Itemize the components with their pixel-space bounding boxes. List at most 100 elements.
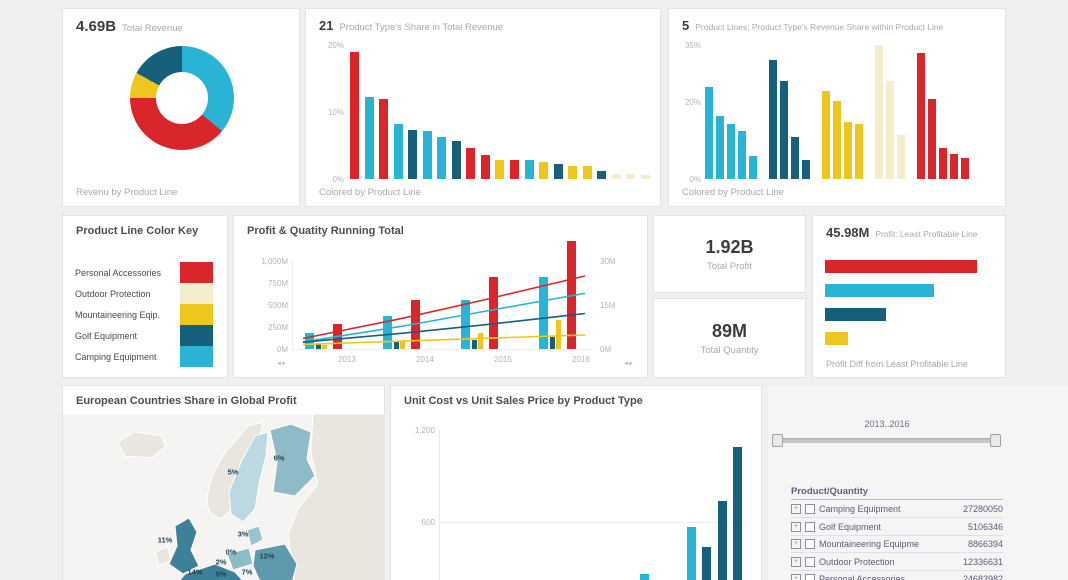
bar[interactable] xyxy=(640,574,649,580)
bar[interactable] xyxy=(928,98,936,179)
legend-item[interactable]: Outdoor Protection xyxy=(75,283,213,304)
country-iceland[interactable] xyxy=(117,431,167,459)
bar[interactable] xyxy=(716,115,724,179)
country-ireland[interactable] xyxy=(154,545,172,567)
bar[interactable] xyxy=(510,159,520,179)
row-checkbox[interactable] xyxy=(805,521,815,532)
bar[interactable] xyxy=(582,166,592,179)
bar[interactable] xyxy=(524,159,534,179)
bar[interactable] xyxy=(461,299,470,349)
bar[interactable] xyxy=(738,131,746,179)
bar[interactable] xyxy=(451,141,461,179)
expand-icon[interactable]: + xyxy=(791,521,801,532)
bar[interactable] xyxy=(422,130,432,179)
trend-line[interactable] xyxy=(302,334,586,346)
slider-handle-left[interactable] xyxy=(772,434,783,447)
table-row[interactable]: + Outdoor Protection 12336631 xyxy=(791,554,1003,571)
bar[interactable] xyxy=(553,163,563,179)
bar[interactable] xyxy=(550,336,555,349)
bar[interactable] xyxy=(437,136,447,179)
bar[interactable] xyxy=(316,343,321,349)
bar[interactable] xyxy=(597,170,607,179)
trend-line[interactable] xyxy=(302,292,586,343)
type-share-bar-chart[interactable] xyxy=(350,45,650,179)
bar[interactable] xyxy=(780,81,788,179)
table-row[interactable]: + Personal Accessories 24683982 xyxy=(791,571,1003,580)
slider-handle-right[interactable] xyxy=(990,434,1001,447)
bar[interactable] xyxy=(686,527,696,580)
bar[interactable] xyxy=(705,87,713,179)
bar[interactable] xyxy=(844,121,852,179)
expand-icon[interactable]: + xyxy=(791,539,801,549)
bar[interactable] xyxy=(611,173,621,179)
expand-icon[interactable]: + xyxy=(791,504,801,514)
axis-expand-icon[interactable]: ◄► xyxy=(276,361,287,367)
bar[interactable] xyxy=(727,123,735,179)
bar[interactable] xyxy=(480,154,490,179)
bar[interactable] xyxy=(364,97,374,179)
bar[interactable] xyxy=(400,341,405,349)
expand-icon[interactable]: + xyxy=(791,556,801,567)
row-checkbox[interactable] xyxy=(805,556,815,567)
bar[interactable] xyxy=(322,345,327,349)
bar[interactable] xyxy=(855,123,863,179)
bar[interactable] xyxy=(539,161,549,179)
running-total-chart[interactable] xyxy=(292,240,593,350)
bar[interactable] xyxy=(749,156,757,179)
bar[interactable] xyxy=(383,315,392,349)
row-checkbox[interactable] xyxy=(805,539,815,549)
bar[interactable] xyxy=(950,154,958,179)
table-row[interactable]: + Mountaineering Equipme 8866394 xyxy=(791,536,1003,553)
bar[interactable] xyxy=(825,308,886,321)
bar[interactable] xyxy=(556,319,561,349)
bar[interactable] xyxy=(489,276,498,349)
legend-item[interactable]: Golf Equipment xyxy=(75,325,213,346)
bar[interactable] xyxy=(539,276,548,349)
bar[interactable] xyxy=(917,52,925,179)
bar[interactable] xyxy=(394,341,399,349)
bar[interactable] xyxy=(939,148,947,179)
legend-item[interactable]: Camping Equipment xyxy=(75,346,213,367)
bar[interactable] xyxy=(825,332,848,345)
bar[interactable] xyxy=(886,81,894,179)
bar[interactable] xyxy=(702,546,711,580)
country-denmark[interactable] xyxy=(246,525,264,547)
bar[interactable] xyxy=(769,60,777,179)
bar[interactable] xyxy=(733,446,742,580)
bar[interactable] xyxy=(379,98,389,179)
trend-line[interactable] xyxy=(302,275,586,340)
bar[interactable] xyxy=(961,157,969,179)
bar[interactable] xyxy=(897,134,905,179)
bar[interactable] xyxy=(822,90,830,179)
legend-item[interactable]: Personal Accessories xyxy=(75,262,213,283)
legend-item[interactable]: Mountaineering Eqip. xyxy=(75,304,213,325)
axis-expand-icon[interactable]: ◄► xyxy=(623,361,634,367)
bar[interactable] xyxy=(791,136,799,179)
bar[interactable] xyxy=(833,100,841,179)
bar[interactable] xyxy=(626,174,636,179)
bar[interactable] xyxy=(495,159,505,179)
bar[interactable] xyxy=(408,130,418,179)
bar[interactable] xyxy=(825,260,977,273)
bar[interactable] xyxy=(472,340,477,349)
bar[interactable] xyxy=(393,124,403,179)
bar[interactable] xyxy=(350,51,359,179)
country-uk[interactable] xyxy=(168,517,200,575)
table-row[interactable]: + Golf Equipment 5106346 xyxy=(791,519,1003,536)
bar[interactable] xyxy=(802,159,810,179)
row-checkbox[interactable] xyxy=(805,574,815,580)
bar[interactable] xyxy=(640,174,650,179)
bar[interactable] xyxy=(568,166,578,179)
bar[interactable] xyxy=(875,45,883,179)
row-checkbox[interactable] xyxy=(805,504,815,514)
bar[interactable] xyxy=(478,333,483,349)
trend-line[interactable] xyxy=(302,312,586,343)
expand-icon[interactable]: + xyxy=(791,574,801,580)
country-sweden[interactable] xyxy=(228,431,269,523)
bar[interactable] xyxy=(567,240,576,349)
bar[interactable] xyxy=(825,284,935,297)
table-row[interactable]: + Camping Equipment 27280050 xyxy=(791,501,1003,518)
country-france[interactable] xyxy=(175,563,251,580)
year-range-slider[interactable] xyxy=(777,438,995,443)
country-germany[interactable] xyxy=(252,543,298,580)
